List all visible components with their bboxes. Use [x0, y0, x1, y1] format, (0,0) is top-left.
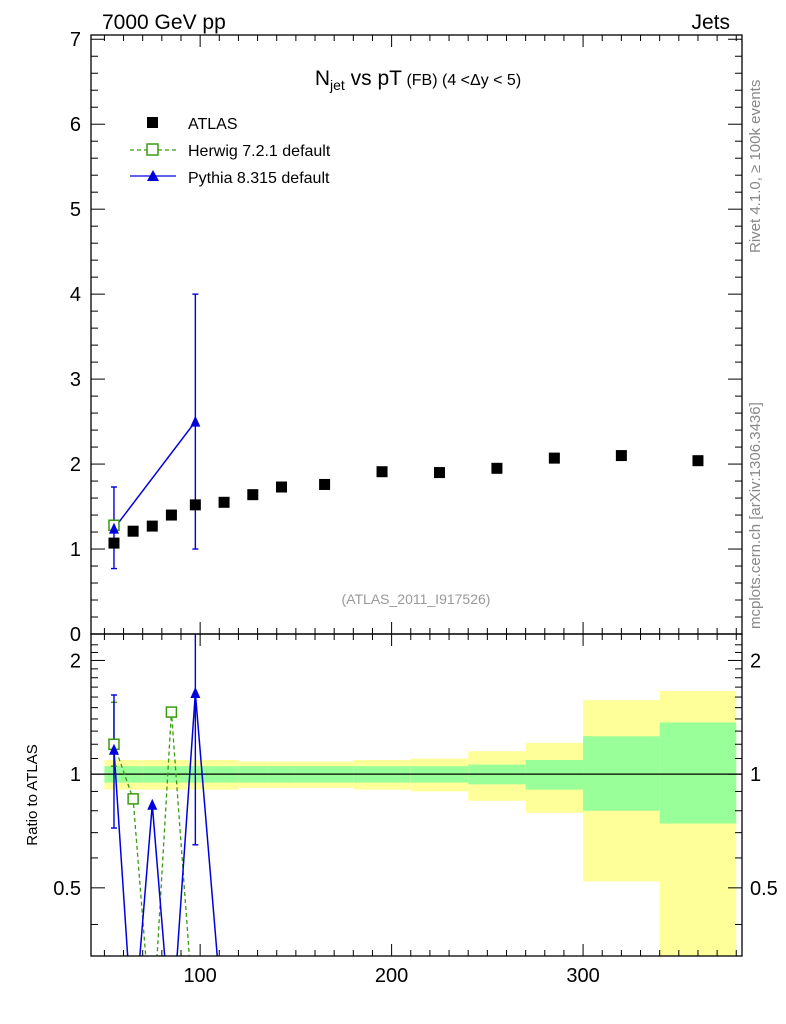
legend-label-pythia: Pythia 8.315 default [188, 170, 330, 187]
ratio-y-tick-label-left: 2 [70, 650, 81, 672]
main-series [108, 293, 704, 570]
main-atlas-point [146, 520, 158, 532]
ratio-plot-frame [90, 633, 743, 957]
title-fb: (FB) [402, 72, 438, 89]
ratio-herwig-point [165, 706, 178, 718]
main-atlas-point [108, 537, 120, 549]
main-y-tick-label: 3 [70, 369, 81, 391]
main-y-tick-label: 1 [70, 539, 81, 561]
header-left: 7000 GeV pp [102, 11, 226, 34]
main-y-tick-label: 7 [70, 29, 81, 51]
main-atlas-point [189, 499, 201, 511]
main-y-tick-label: 6 [70, 114, 81, 136]
ratio-y-tick-labels: 0.5 0.5 1 1 2 2 [53, 650, 778, 899]
main-atlas-point [692, 455, 704, 467]
rivet-label: Rivet 4.1.0, ≥ 100k events [747, 80, 764, 253]
ratio-y-tick-label-right: 2 [750, 650, 761, 672]
main-y-tick-label: 5 [70, 199, 81, 221]
ratio-y-tick-label-right: 1 [750, 764, 761, 786]
main-y-tick-label: 4 [70, 284, 81, 306]
ratio-herwig-point [127, 793, 139, 805]
ratio-pythia-point [147, 798, 158, 810]
ratio-pythia-line [113, 692, 218, 956]
main-atlas-point [276, 481, 288, 493]
ratio-bands [104, 691, 737, 956]
title-n: N [315, 67, 330, 90]
x-tick-label: 300 [566, 965, 599, 987]
ratio-y-tick-label-left: 0.5 [53, 878, 81, 900]
main-atlas-point [491, 462, 503, 474]
main-y-tick-label: 2 [70, 454, 81, 476]
main-atlas-point [319, 478, 331, 490]
ratio-pythia-point [108, 743, 119, 755]
main-atlas-point [127, 525, 139, 537]
ratio-band-inner [659, 722, 737, 824]
main-atlas-point [615, 450, 627, 462]
main-pythia-point [108, 522, 119, 534]
ratio-axis-ticks [91, 634, 742, 956]
legend-marker-atlas [147, 117, 158, 128]
main-atlas-point [218, 496, 230, 508]
ratio-band-inner [583, 736, 660, 811]
title-range: (4 <Δy < 5) [438, 72, 522, 89]
x-tick-labels: 100 200 300 [183, 965, 599, 987]
x-tick-label: 100 [183, 965, 216, 987]
main-y-tick-label: 0 [70, 624, 81, 646]
legend: ATLAS Herwig 7.2.1 default Pythia 8.315 … [130, 116, 331, 187]
ratio-band-inner [525, 760, 584, 790]
main-y-tick-labels: 0 1 2 3 4 5 6 7 [70, 29, 81, 646]
legend-marker-pythia [147, 170, 159, 181]
mcplots-label: mcplots.cern.ch [arXiv:1306.3436] [747, 402, 764, 629]
chart-title: Njet vs pT (FB) (4 <Δy < 5) [315, 67, 521, 93]
main-atlas-point [548, 452, 560, 464]
legend-marker-herwig [146, 143, 159, 156]
ratio-ylabel: Ratio to ATLAS [24, 744, 41, 845]
legend-label-herwig: Herwig 7.2.1 default [188, 143, 331, 160]
main-atlas-point [376, 466, 388, 478]
ratio-y-tick-label-right: 0.5 [750, 878, 778, 900]
main-atlas-point [433, 467, 445, 479]
main-axis-ticks [91, 35, 742, 635]
title-rest: vs pT [345, 67, 402, 90]
main-atlas-point [247, 489, 259, 501]
main-pythia-point [190, 415, 201, 427]
main-atlas-point [165, 509, 177, 521]
ratio-herwig-line [113, 712, 190, 956]
ratio-y-tick-label-left: 1 [70, 764, 81, 786]
header-right: Jets [691, 11, 730, 34]
x-tick-label: 200 [375, 965, 408, 987]
ratio-pythia-point [190, 687, 201, 699]
title-sub: jet [329, 77, 345, 93]
legend-label-atlas: ATLAS [188, 116, 238, 133]
ratio-series [108, 634, 218, 956]
analysis-id: (ATLAS_2011_I917526) [342, 591, 491, 607]
main-pythia-line [113, 421, 196, 530]
